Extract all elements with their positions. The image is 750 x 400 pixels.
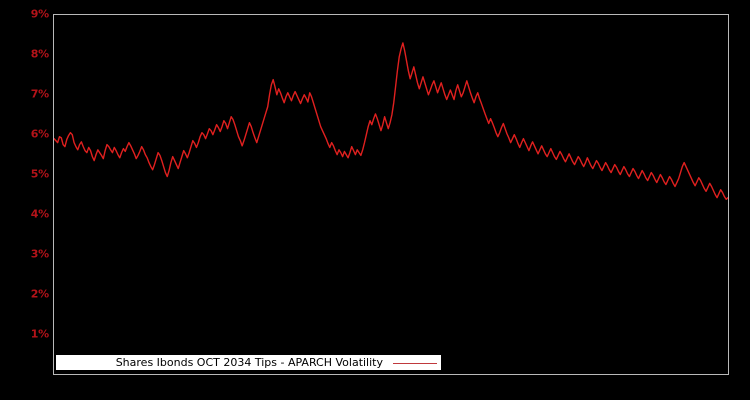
y-tick-label-2: 2% (30, 287, 49, 301)
y-tick-label-5: 5% (30, 167, 49, 181)
y-tick-label-3: 3% (30, 247, 49, 261)
legend-line-swatch (393, 357, 437, 368)
y-tick-label-9: 9% (30, 7, 49, 21)
legend-label: Shares Ibonds OCT 2034 Tips - APARCH Vol… (115, 356, 383, 369)
y-tick-label-8: 8% (30, 47, 49, 61)
y-tick-label-1: 1% (30, 327, 49, 341)
series-line-aparch-volatility (54, 42, 728, 200)
plot-area (53, 14, 729, 375)
volatility-line-plot (54, 42, 728, 200)
y-tick-label-6: 6% (30, 127, 49, 141)
chart-legend: Shares Ibonds OCT 2034 Tips - APARCH Vol… (56, 355, 441, 370)
y-tick-label-7: 7% (30, 87, 49, 101)
y-tick-label-4: 4% (30, 207, 49, 221)
